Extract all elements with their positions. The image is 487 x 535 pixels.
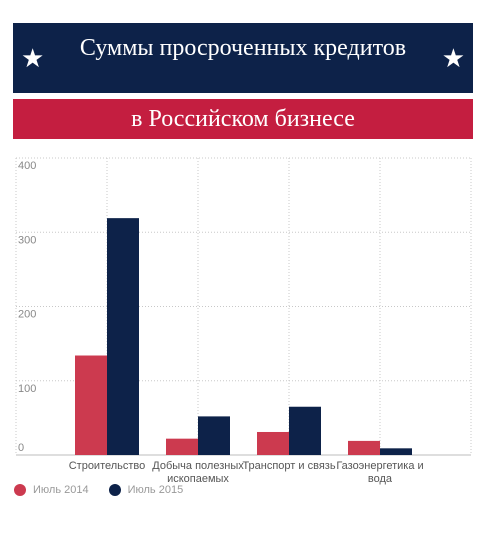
- legend-label: Июль 2014: [33, 484, 89, 496]
- bar: [348, 440, 380, 455]
- legend: Июль 2014 Июль 2015: [14, 482, 203, 498]
- x-tick-label: Газоэнергетика и вода: [336, 460, 423, 485]
- legend-label: Июль 2015: [127, 484, 184, 496]
- y-tick-label: 400: [18, 160, 36, 172]
- bar: [380, 448, 412, 455]
- chart-title: Суммы просроченных кредитов: [79, 35, 407, 61]
- legend-marker: [108, 484, 121, 496]
- legend-item: Июль 2015: [108, 484, 184, 496]
- chart-subtitle: в Российском бизнесе: [13, 99, 473, 139]
- y-tick-label: 300: [18, 234, 36, 246]
- y-tick-label: 100: [18, 383, 36, 395]
- title-banner: ★ Суммы просроченных кредитов ★: [13, 23, 473, 93]
- star-icon: ★: [441, 43, 465, 73]
- legend-item: Июль 2014: [14, 484, 89, 496]
- bar: [166, 438, 198, 455]
- y-tick-label: 0: [18, 442, 24, 454]
- x-tick-label: Добыча полезных ископаемых: [152, 460, 244, 485]
- chart-area: 0 100 200 300 400 Строительство Добыча полезны…: [0, 150, 487, 490]
- bar-chart: 0 100 200 300 400 Строительство Добыча полезны…: [15, 157, 472, 485]
- bar: [289, 406, 321, 455]
- bar: [198, 416, 230, 455]
- star-icon: ★: [21, 43, 45, 73]
- y-tick-label: 200: [18, 309, 36, 321]
- bar: [75, 355, 107, 455]
- legend-marker: [14, 484, 26, 496]
- bar: [107, 218, 139, 455]
- x-tick-label: Транспорт и связь: [242, 460, 335, 472]
- x-tick-label: Строительство: [69, 460, 146, 472]
- bar: [257, 431, 289, 455]
